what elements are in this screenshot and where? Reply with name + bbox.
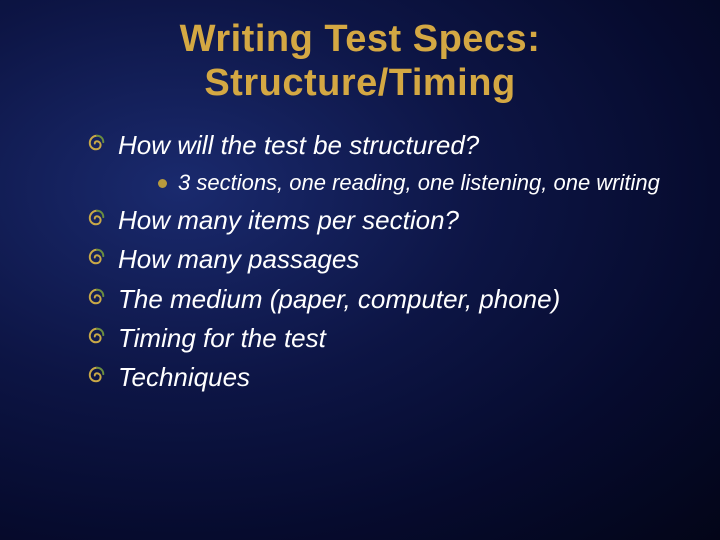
bullet-item-2: How many passages [88,243,670,276]
slide-container: Writing Test Specs: Structure/Timing How… [0,0,720,430]
swirl-icon [88,209,106,227]
slide-title: Writing Test Specs: Structure/Timing [50,18,670,105]
main-bullet-list: How will the test be structured? 3 secti… [50,129,670,394]
title-line-2: Structure/Timing [204,62,515,104]
sub-list-0: 3 sections, one reading, one listening, … [118,169,670,197]
bullet-text-0: How will the test be structured? [118,130,479,160]
bullet-text-3: The medium (paper, computer, phone) [118,284,560,314]
bullet-text-4: Timing for the test [118,323,326,353]
sub-item-0-0: 3 sections, one reading, one listening, … [158,169,670,197]
bullet-item-5: Techniques [88,361,670,394]
bullet-item-3: The medium (paper, computer, phone) [88,283,670,316]
title-line-1: Writing Test Specs: [180,18,541,60]
swirl-icon [88,327,106,345]
bullet-text-5: Techniques [118,362,250,392]
bullet-item-1: How many items per section? [88,204,670,237]
bullet-text-2: How many passages [118,244,359,274]
bullet-text-1: How many items per section? [118,205,459,235]
bullet-item-0: How will the test be structured? 3 secti… [88,129,670,196]
sub-text-0-0: 3 sections, one reading, one listening, … [178,170,660,195]
swirl-icon [88,248,106,266]
swirl-icon [88,366,106,384]
swirl-icon [88,134,106,152]
swirl-icon [88,288,106,306]
bullet-item-4: Timing for the test [88,322,670,355]
dot-icon [158,179,167,188]
